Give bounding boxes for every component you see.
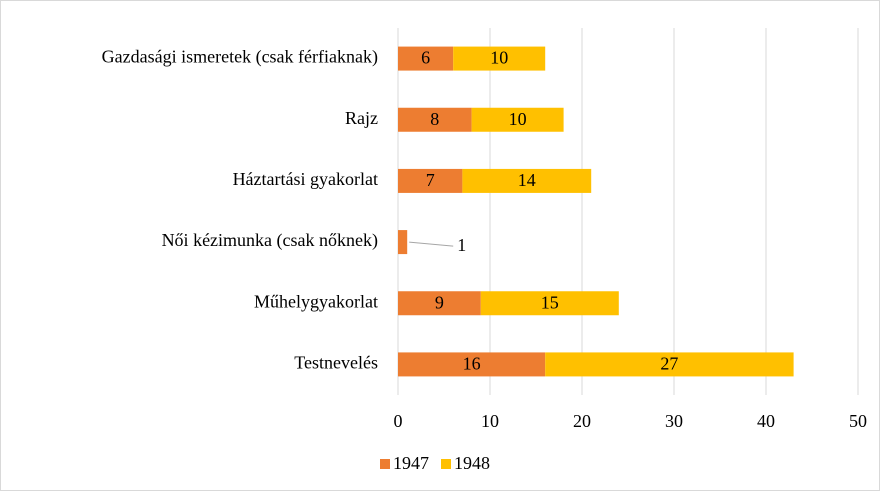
x-tick-label: 0 <box>394 411 403 431</box>
x-tick-label: 40 <box>757 411 775 431</box>
data-label: 1 <box>457 235 466 255</box>
bar-segment <box>398 107 472 132</box>
bar-segment <box>462 168 592 193</box>
bar-segment <box>398 168 463 193</box>
x-tick-label: 20 <box>573 411 591 431</box>
legend-label: 1948 <box>454 453 490 473</box>
x-tick-label: 50 <box>849 411 867 431</box>
bar-segment <box>398 230 408 255</box>
legend-swatch <box>380 459 390 469</box>
x-tick-label: 30 <box>665 411 683 431</box>
data-label: 14 <box>518 170 536 190</box>
data-label: 6 <box>421 48 430 68</box>
data-label: 10 <box>490 48 508 68</box>
bar-segment <box>398 352 546 377</box>
data-label: 7 <box>426 170 435 190</box>
data-label: 10 <box>509 109 527 129</box>
data-label: 16 <box>463 354 481 374</box>
y-tick-label: Rajz <box>345 108 378 128</box>
bar-segment <box>545 352 794 377</box>
legend-label: 1947 <box>393 453 429 473</box>
data-label: 8 <box>430 109 439 129</box>
y-tick-label: Testnevelés <box>294 353 378 373</box>
legend-swatch <box>441 459 451 469</box>
y-tick-label: Műhelygyakorlat <box>254 291 378 311</box>
bar-segment <box>398 291 481 316</box>
leader-line <box>409 241 454 247</box>
data-label: 15 <box>541 292 559 312</box>
data-label: 27 <box>660 354 678 374</box>
bar-segment <box>453 46 546 71</box>
bar-segment <box>471 107 564 132</box>
y-tick-label: Női kézimunka (csak nőknek) <box>162 230 378 251</box>
data-label: 9 <box>435 292 444 312</box>
y-tick-label: Gazdasági ismeretek (csak férfiaknak) <box>102 47 378 68</box>
x-tick-label: 10 <box>481 411 499 431</box>
y-tick-label: Háztartási gyakorlat <box>233 169 378 189</box>
bar-segment <box>480 291 619 316</box>
bar-segment <box>398 46 454 71</box>
